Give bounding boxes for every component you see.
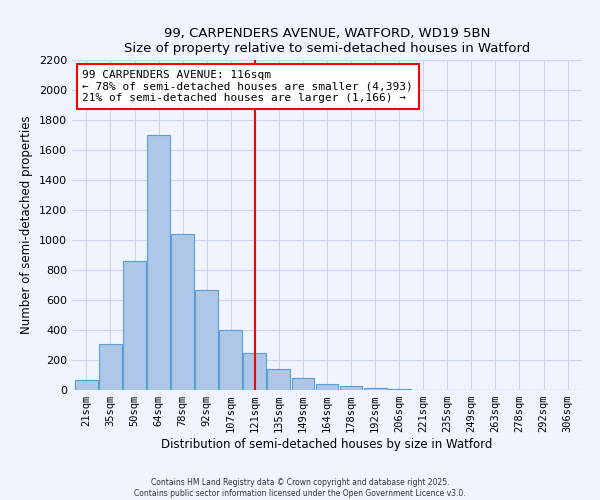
Bar [292,378,314,390]
Bar [123,261,146,390]
Bar [147,135,170,390]
X-axis label: Distribution of semi-detached houses by size in Watford: Distribution of semi-detached houses by … [161,438,493,451]
Text: Contains HM Land Registry data © Crown copyright and database right 2025.
Contai: Contains HM Land Registry data © Crown c… [134,478,466,498]
Bar [268,369,290,390]
Bar [220,330,242,390]
Bar [244,353,266,390]
Bar [99,344,122,390]
Bar [195,290,218,390]
Y-axis label: Number of semi-detached properties: Number of semi-detached properties [20,116,34,334]
Bar [364,388,386,390]
Text: 99 CARPENDERS AVENUE: 116sqm
← 78% of semi-detached houses are smaller (4,393)
2: 99 CARPENDERS AVENUE: 116sqm ← 78% of se… [82,70,413,103]
Title: 99, CARPENDERS AVENUE, WATFORD, WD19 5BN
Size of property relative to semi-detac: 99, CARPENDERS AVENUE, WATFORD, WD19 5BN… [124,26,530,54]
Bar [316,384,338,390]
Bar [75,380,98,390]
Bar [388,389,410,390]
Bar [171,234,194,390]
Bar [340,386,362,390]
